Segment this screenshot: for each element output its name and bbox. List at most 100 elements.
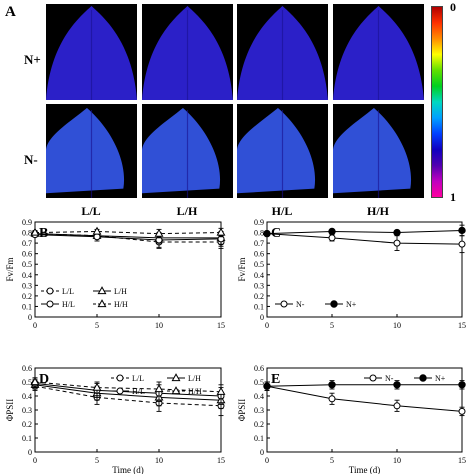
col-label-hl: H/L (271, 204, 293, 218)
legend-label: H/H (114, 300, 128, 309)
col-label-lh: L/H (176, 204, 198, 218)
legend-marker (46, 287, 54, 295)
colorbar (431, 6, 443, 198)
y-tick-label: 0.3 (22, 406, 32, 415)
y-tick-label: 0.7 (22, 239, 32, 248)
legend-label: H/H (188, 387, 202, 396)
x-tick-label: 10 (155, 456, 163, 465)
colorbar-top-label: 0 (450, 0, 456, 14)
legend: N- N+ (364, 374, 446, 383)
y-axis-label: ΦPSII (5, 399, 15, 422)
y-tick-label: 0 (260, 448, 264, 457)
series-n-plus (263, 224, 466, 238)
x-tick-label: 15 (217, 321, 225, 330)
plot-frame (34, 221, 222, 318)
series-line (266, 385, 463, 412)
data-point (393, 239, 401, 247)
series-hh (30, 377, 226, 400)
y-tick-label: 0.1 (254, 302, 264, 311)
series-n-minus (263, 381, 466, 417)
x-tick-label: 0 (265, 321, 269, 330)
x-tick-label: 5 (330, 456, 334, 465)
legend-label: H/L (62, 300, 75, 309)
series-lh (30, 228, 226, 245)
data-point (328, 381, 336, 389)
y-axis-label: Fv/Fm (5, 257, 15, 281)
legend-marker (171, 373, 181, 382)
leaf-image-nplus-hl (237, 4, 328, 100)
series-line (34, 384, 222, 401)
x-tick-label: 15 (458, 456, 466, 465)
data-point (30, 377, 40, 386)
y-tick-label: 0.5 (22, 260, 32, 269)
data-point (154, 228, 164, 237)
chart-d: D 0 0.1 0.2 0.3 0.4 0.5 0.6 0 5 10 15 ΦPSII Time (d) L… (5, 364, 226, 474)
y-tick-label: 0.9 (22, 218, 32, 227)
leaf-shape (237, 108, 316, 194)
y-tick-label: 0.6 (254, 364, 264, 373)
legend-label: L/H (188, 374, 201, 383)
y-tick-label: 0.4 (254, 271, 264, 280)
y-tick-label: 0.5 (22, 378, 32, 387)
y-tick-label: 0.3 (254, 281, 264, 290)
leaf-image-nplus-hh (333, 4, 424, 100)
leaf-shape (142, 108, 221, 194)
legend-label: N- (385, 374, 394, 383)
data-point (393, 228, 401, 237)
y-tick-label: 0.4 (22, 392, 32, 401)
series-line (266, 384, 462, 387)
x-tick-label: 5 (330, 321, 334, 330)
x-tick-label: 0 (33, 456, 37, 465)
y-axis-label: ΦPSII (237, 399, 247, 422)
series-n-minus (263, 230, 466, 254)
x-tick-label: 10 (393, 321, 401, 330)
y-tick-label: 0.3 (22, 281, 32, 290)
leaf-image-nminus-lh (142, 104, 233, 198)
legend: N- N+ (275, 300, 357, 309)
col-label-hh: H/H (366, 204, 389, 218)
data-point (216, 227, 226, 236)
row-label-n-plus: N+ (24, 52, 41, 67)
series-hl (31, 231, 225, 248)
y-tick-label: 0.7 (254, 239, 264, 248)
data-point (93, 233, 101, 241)
y-tick-label: 0.4 (22, 271, 32, 280)
y-tick-label: 0.5 (254, 378, 264, 387)
x-axis-label: Time (d) (112, 465, 143, 474)
row-label-n-minus: N- (24, 152, 38, 167)
panel-a-label: A (5, 4, 16, 20)
y-tick-label: 0.8 (22, 229, 32, 238)
y-tick-label: 0.8 (254, 229, 264, 238)
legend-label: L/L (132, 374, 144, 383)
series-line (34, 230, 222, 235)
data-point (216, 386, 226, 395)
series-line (34, 234, 222, 241)
x-tick-label: 0 (265, 456, 269, 465)
y-tick-label: 0.2 (22, 292, 32, 301)
y-tick-label: 0 (28, 448, 32, 457)
legend-marker (369, 374, 377, 382)
y-tick-label: 0.6 (22, 250, 32, 259)
data-point (92, 226, 102, 235)
panel-label: D (39, 372, 49, 387)
legend-marker (419, 374, 427, 382)
data-point (263, 382, 271, 390)
chart-c: C00.10.20.30.40.50.60.70.80.90 5 10 15Fv/Fm… (237, 218, 466, 330)
data-point (328, 395, 336, 403)
y-tick-label: 0.6 (22, 364, 32, 373)
data-point (328, 234, 336, 242)
leaf-image-nminus-hh (333, 104, 424, 198)
panel-label: E (271, 372, 280, 387)
y-tick-label: 0 (28, 313, 32, 322)
x-tick-label: 10 (155, 321, 163, 330)
legend-marker (97, 286, 107, 295)
legend-label: L/L (62, 287, 74, 296)
y-tick-label: 0.2 (254, 292, 264, 301)
legend-marker (116, 374, 124, 382)
series-line (34, 382, 222, 397)
data-point (92, 382, 102, 391)
legend-label: N- (296, 300, 305, 309)
legend: L/L L/H H/L H/H (111, 373, 202, 396)
leaf-image-nminus-hl (237, 104, 328, 198)
series-line (266, 229, 463, 235)
